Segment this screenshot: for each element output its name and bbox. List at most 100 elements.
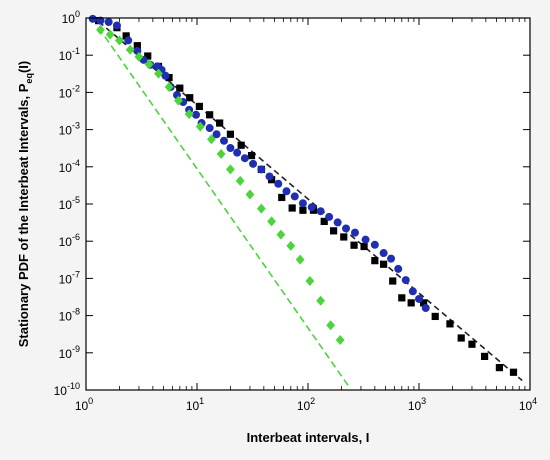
- series-3-point-7: [154, 68, 163, 79]
- series-2-point-38: [370, 240, 379, 249]
- series-3-point-17: [256, 203, 266, 214]
- series-1-point-33: [431, 312, 439, 321]
- series-2-point-28: [282, 187, 291, 196]
- series-1-point-30: [398, 294, 406, 302]
- y-tick-label-1: 100: [62, 9, 80, 26]
- series-2-point-44: [415, 294, 423, 303]
- series-2-point-42: [401, 276, 410, 285]
- y-tick-label-10: 10-9: [59, 344, 80, 361]
- series-3-point-14: [226, 164, 235, 175]
- series-2-point-43: [408, 287, 417, 296]
- x-tick-label-1: 100: [75, 396, 93, 413]
- series-2-point-22: [233, 148, 242, 157]
- series-1-point-5: [144, 52, 152, 60]
- series-2-point-40: [387, 254, 396, 263]
- series-1-point-15: [247, 152, 256, 160]
- series-1-point-32: [419, 299, 428, 307]
- series-2-point-37: [361, 235, 370, 244]
- series-1-point-37: [481, 352, 489, 361]
- series-1-point-24: [340, 233, 348, 241]
- x-tick-label-3: 102: [297, 396, 315, 413]
- series-3-point-9: [174, 95, 183, 106]
- series-1-point-36: [468, 340, 476, 348]
- series-3-point-15: [235, 175, 245, 186]
- series-1-point-13: [226, 130, 235, 138]
- series-1-point-25: [350, 241, 358, 249]
- series-1-point-23: [329, 227, 338, 235]
- series-2-point-23: [240, 154, 249, 163]
- series-2-point-45: [421, 304, 430, 313]
- x-tick-label-2: 101: [186, 396, 204, 413]
- series-1-point-4: [133, 42, 141, 50]
- fit-line-2: [97, 27, 351, 389]
- series-2-point-36: [350, 228, 359, 237]
- series-1-point-22: [320, 217, 328, 226]
- series-3-point-13: [216, 149, 226, 160]
- series-3-point-18: [267, 216, 277, 227]
- series-3-point-4: [125, 44, 135, 55]
- series-2-point-25: [257, 165, 266, 174]
- series-2-point-32: [316, 207, 325, 216]
- series-2-point-29: [290, 192, 299, 201]
- data-markers: [88, 14, 518, 376]
- series-2-point-21: [226, 144, 235, 153]
- series-1-point-8: [176, 84, 184, 92]
- series-2-point-3: [104, 18, 113, 27]
- series-1-point-29: [389, 277, 397, 285]
- series-2-point-31: [307, 203, 316, 212]
- y-axis-label: Stationary PDF of the Interbeat Interval…: [16, 61, 34, 347]
- series-2-point-19: [212, 130, 221, 139]
- series-2-point-20: [219, 136, 228, 145]
- series-1-point-39: [509, 368, 518, 376]
- y-tick-label-3: 10-2: [59, 83, 80, 100]
- series-2-point-33: [325, 212, 334, 221]
- series-3-point-5: [134, 51, 144, 62]
- series-2-point-35: [342, 224, 351, 233]
- series-2-point-1: [88, 14, 97, 23]
- series-3-point-19: [276, 229, 286, 240]
- x-tick-label-4: 103: [408, 396, 426, 413]
- series-1-point-18: [278, 193, 286, 202]
- series-1-point-9: [186, 94, 194, 102]
- y-tick-label-7: 10-6: [59, 232, 80, 249]
- series-2-point-39: [379, 249, 388, 258]
- series-1-point-19: [288, 204, 296, 212]
- x-axis-label: Interbeat intervals, I: [247, 430, 370, 445]
- series-3-point-8: [164, 81, 174, 92]
- series-2-point-26: [265, 172, 274, 181]
- series-1-point-34: [446, 320, 454, 328]
- series-3-point-12: [207, 134, 216, 145]
- series-3-point-3: [115, 35, 124, 46]
- x-axis-ticks: 100 101 102 103 104: [75, 18, 537, 413]
- y-tick-label-11: 10-10: [54, 381, 80, 398]
- series-2-point-27: [274, 179, 283, 188]
- series-3-point-25: [335, 335, 345, 346]
- series-2-point-30: [298, 199, 307, 208]
- series-3-point-23: [316, 295, 326, 306]
- series-3-point-2: [105, 29, 115, 40]
- series-2-point-34: [333, 218, 342, 227]
- series-1-point-11: [206, 111, 214, 119]
- series-3-point-24: [326, 320, 336, 331]
- series-1-point-14: [237, 141, 245, 149]
- y-tick-label-4: 10-3: [59, 121, 80, 138]
- series-1-point-38: [495, 364, 503, 372]
- y-tick-label-5: 10-4: [59, 158, 80, 175]
- series-2-point-18: [205, 124, 214, 133]
- series-1-point-12: [216, 119, 224, 127]
- series-1-point-20: [299, 206, 307, 214]
- y-tick-label-2: 10-1: [59, 46, 80, 63]
- series-2-point-11: [161, 71, 170, 80]
- series-2-point-4: [112, 21, 121, 30]
- series-1-point-26: [360, 242, 368, 251]
- y-tick-label-6: 10-5: [59, 195, 80, 212]
- series-1-point-3: [122, 32, 130, 40]
- y-axis-ticks: 100 10-1 10-2 10-3 10-4 10-5 10-6 10-7 10-8 10-9 1…: [54, 9, 530, 398]
- series-3-point-1: [96, 24, 105, 35]
- series-1-point-35: [457, 334, 465, 342]
- series-3-point-10: [184, 109, 194, 120]
- series-3-point-20: [286, 240, 296, 251]
- y-tick-label-9: 10-8: [59, 307, 80, 324]
- series-3-point-6: [144, 59, 154, 70]
